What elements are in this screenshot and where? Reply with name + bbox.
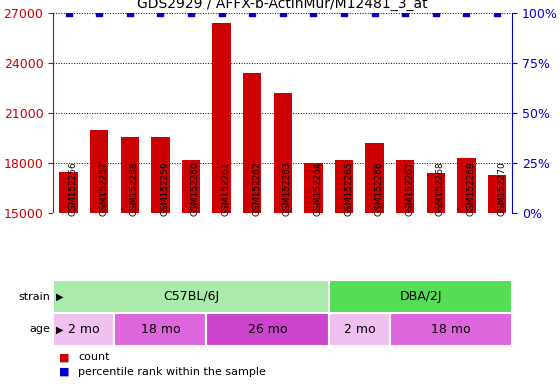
Point <box>493 10 502 17</box>
Bar <box>274 93 292 384</box>
Point <box>431 10 440 17</box>
Point <box>64 10 73 17</box>
Bar <box>206 313 329 346</box>
Text: count: count <box>78 352 110 362</box>
Bar <box>114 313 206 346</box>
Text: GSM152266: GSM152266 <box>375 162 384 217</box>
Point <box>401 10 410 17</box>
Point <box>248 10 256 17</box>
Text: GSM152267: GSM152267 <box>405 162 414 217</box>
Bar <box>182 160 200 384</box>
Point <box>95 10 104 17</box>
Bar <box>53 313 114 346</box>
Bar <box>458 158 475 384</box>
Text: GSM152268: GSM152268 <box>436 162 445 217</box>
Text: GSM152263: GSM152263 <box>283 162 292 217</box>
Text: 2 mo: 2 mo <box>68 323 100 336</box>
Point <box>370 10 379 17</box>
Point <box>278 10 287 17</box>
Text: 18 mo: 18 mo <box>141 323 180 336</box>
Bar <box>396 160 414 384</box>
Point <box>339 10 348 17</box>
Text: strain: strain <box>18 291 50 302</box>
Point <box>125 10 134 17</box>
Text: GSM152270: GSM152270 <box>497 162 506 217</box>
Text: ▶: ▶ <box>56 324 63 334</box>
Bar <box>151 137 170 384</box>
Bar <box>304 163 323 384</box>
Text: GSM152260: GSM152260 <box>191 162 200 217</box>
Bar <box>329 280 512 313</box>
Text: C57BL/6J: C57BL/6J <box>163 290 219 303</box>
Text: age: age <box>30 324 50 334</box>
Bar <box>488 175 506 384</box>
Text: 18 mo: 18 mo <box>431 323 471 336</box>
Point <box>186 10 195 17</box>
Text: ■: ■ <box>59 367 69 377</box>
Bar <box>390 313 512 346</box>
Text: DBA/2J: DBA/2J <box>399 290 442 303</box>
Bar <box>329 313 390 346</box>
Point <box>156 10 165 17</box>
Bar <box>427 173 445 384</box>
Bar <box>90 130 108 384</box>
Text: 26 mo: 26 mo <box>248 323 287 336</box>
Point <box>462 10 471 17</box>
Text: GSM152261: GSM152261 <box>222 162 231 217</box>
Bar <box>53 280 329 313</box>
Text: GSM152257: GSM152257 <box>99 162 108 217</box>
Text: GSM152258: GSM152258 <box>130 162 139 217</box>
Bar <box>335 160 353 384</box>
Bar <box>120 137 139 384</box>
Bar <box>59 172 78 384</box>
Text: ■: ■ <box>59 352 69 362</box>
Text: percentile rank within the sample: percentile rank within the sample <box>78 367 266 377</box>
Text: GSM152264: GSM152264 <box>314 162 323 217</box>
Text: GSM152265: GSM152265 <box>344 162 353 217</box>
Text: GSM152269: GSM152269 <box>466 162 475 217</box>
Point <box>309 10 318 17</box>
Text: GSM152259: GSM152259 <box>160 162 169 217</box>
Bar <box>243 73 262 384</box>
Bar <box>212 23 231 384</box>
Title: GDS2929 / AFFX-b-ActinMur/M12481_3_at: GDS2929 / AFFX-b-ActinMur/M12481_3_at <box>138 0 428 11</box>
Text: GSM152256: GSM152256 <box>68 162 77 217</box>
Text: 2 mo: 2 mo <box>343 323 375 336</box>
Text: ▶: ▶ <box>56 291 63 302</box>
Point <box>217 10 226 17</box>
Bar <box>366 143 384 384</box>
Text: GSM152262: GSM152262 <box>252 162 261 217</box>
